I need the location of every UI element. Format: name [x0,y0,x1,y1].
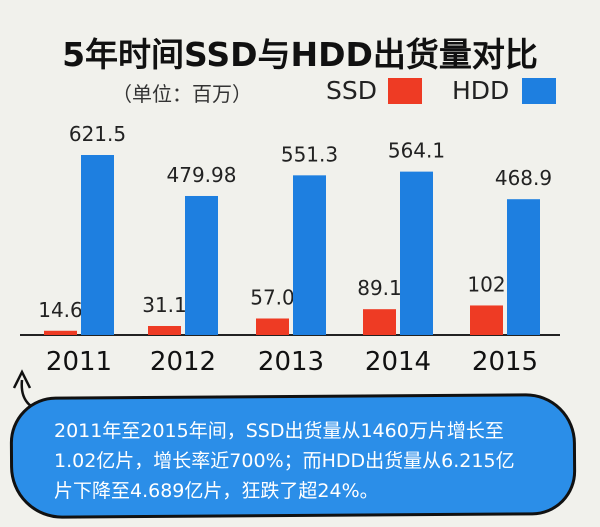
unit-label: （单位：百万） [112,82,252,106]
bar-ssd-2015 [470,305,503,335]
data-label-hdd-2014: 564.1 [388,139,445,163]
data-label-hdd-2015: 468.9 [495,166,552,190]
summary-text: 2011年至2015年间，SSD出货量从1460万片增长至 1.02亿片，增长率… [54,416,564,506]
summary-line: 1.02亿片，增长率近700%；而HDD出货量从6.215亿 [54,450,515,472]
data-label-hdd-2013: 551.3 [281,142,338,166]
chart-title: 5年时间SSD与HDD出货量对比 [62,35,538,74]
x-tick-label-2015: 2015 [472,347,538,377]
data-label-hdd-2012: 479.98 [167,163,237,187]
x-tick-label-2012: 2012 [150,347,216,377]
data-label-ssd-2014: 89.1 [357,276,402,300]
data-label-ssd-2015: 102 [467,272,505,296]
bar-ssd-2011 [44,330,77,335]
bar-hdd-2012 [185,195,218,335]
bar-hdd-2011 [81,155,114,335]
bar-hdd-2015 [507,199,540,335]
legend-label-hdd: HDD [452,76,510,105]
bar-hdd-2013 [293,175,326,335]
data-label-ssd-2013: 57.0 [250,285,295,309]
data-label-ssd-2012: 31.1 [142,293,187,317]
legend-swatch-hdd [522,78,556,104]
legend-label-ssd: SSD [326,76,377,105]
summary-line: 2011年至2015年间，SSD出货量从1460万片增长至 [54,420,504,442]
legend-swatch-ssd [388,78,422,104]
data-label-ssd-2011: 14.6 [38,298,83,322]
bar-ssd-2014 [363,309,396,335]
x-tick-label-2014: 2014 [365,347,431,377]
bar-ssd-2013 [256,318,289,335]
data-label-hdd-2011: 621.5 [69,122,126,146]
bar-hdd-2014 [400,171,433,335]
bar-ssd-2012 [148,325,181,335]
summary-line: 片下降至4.689亿片，狂跌了超24%。 [54,480,379,502]
x-tick-label-2011: 2011 [46,347,112,377]
x-tick-label-2013: 2013 [258,347,324,377]
bar-chart: 14.6 621.5 2011 31.1 479.98 2012 57.0 551.3 2013… [20,122,560,377]
